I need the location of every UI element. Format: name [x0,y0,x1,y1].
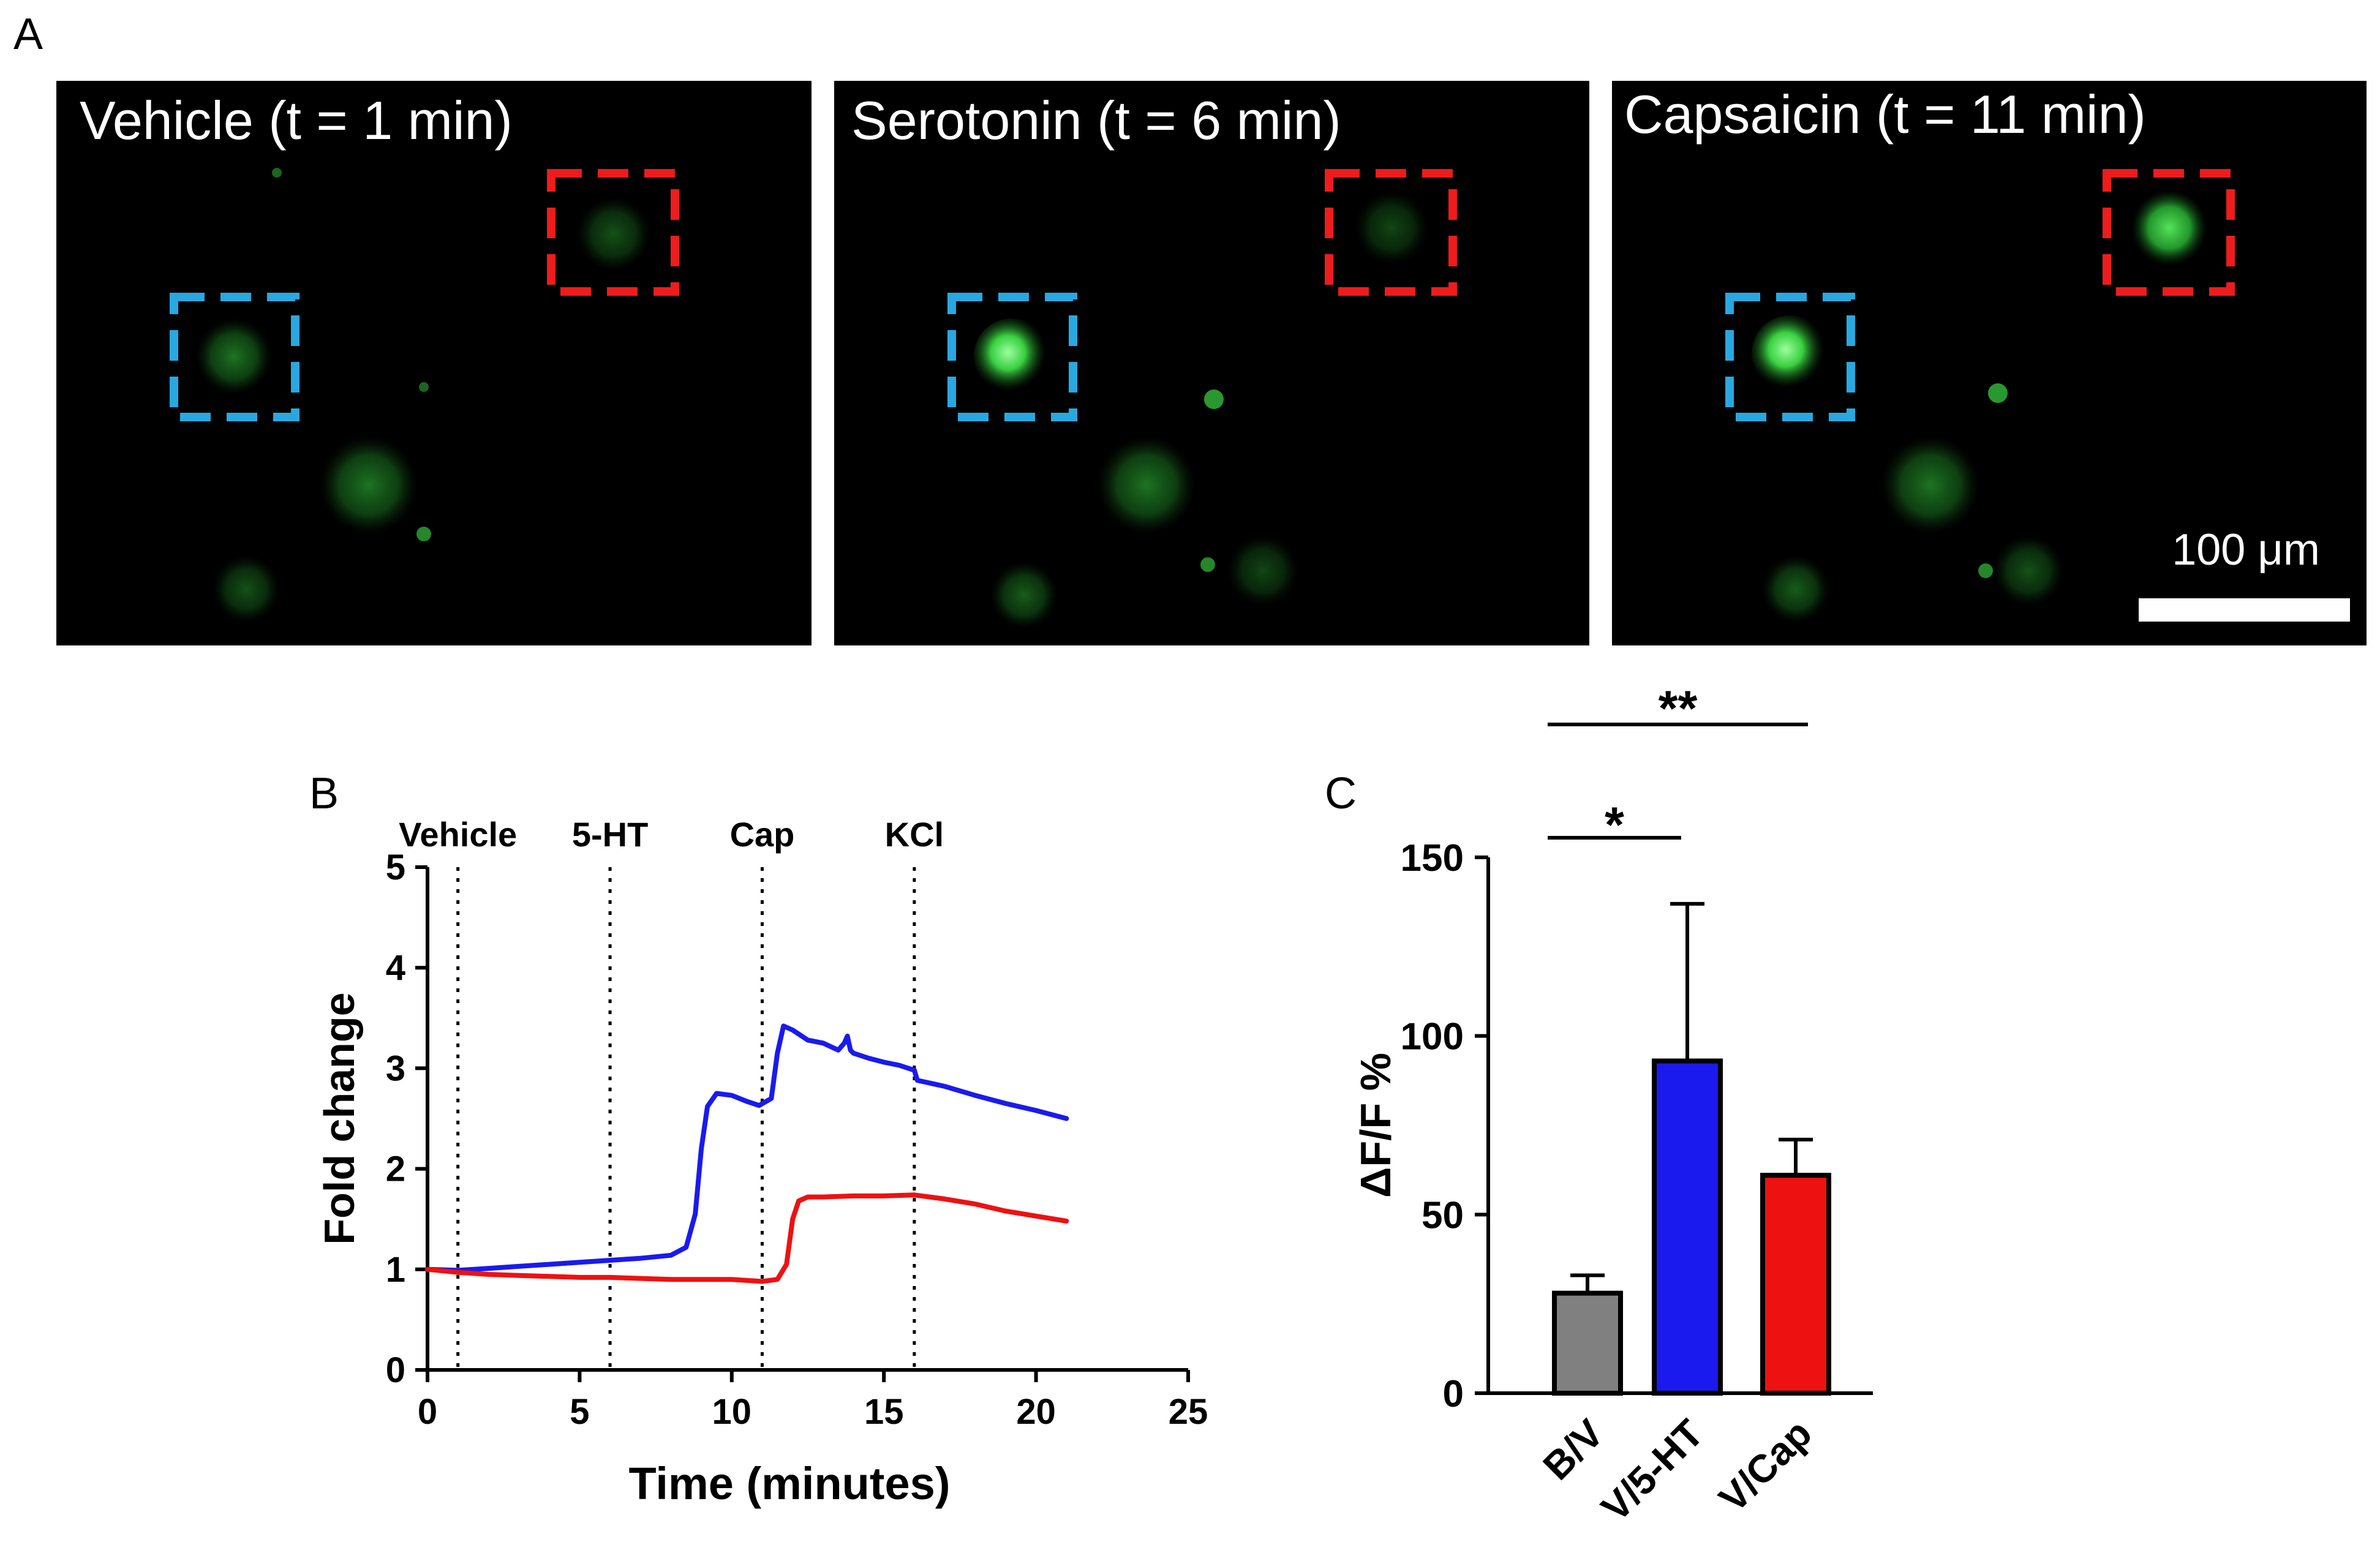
event-label: KCl [885,815,944,854]
x-tick-label: 15 [864,1392,904,1432]
x-tick-label: 20 [1016,1392,1056,1432]
event-label: Vehicle [399,815,517,854]
roi-box-red [547,169,679,296]
x-tick-label: 25 [1169,1392,1208,1432]
x-tick-label: 5 [570,1392,589,1432]
cell-debris [1204,389,1224,409]
micrograph-background [1612,81,2367,645]
cell-red-roi [1355,191,1428,265]
micrograph-background [56,81,812,645]
roi-box-red [1325,169,1457,296]
panel-label-c: C [1325,769,1357,818]
y-tick-label: 50 [1422,1194,1464,1236]
x-axis-label: Time (minutes) [629,1458,951,1509]
cell-red-roi [2131,190,2207,266]
cell-red-roi [577,197,650,271]
roi-box-blue [170,293,299,421]
roi-box-blue [1725,293,1855,421]
roi-box-blue [947,293,1077,421]
event-label: 5-HT [572,815,648,854]
x-tick-label: 10 [712,1392,752,1432]
panel-label-a: A [13,10,43,59]
bar [1760,1173,1831,1396]
cell-debris [272,168,282,178]
category-label: V/5-HT [1593,1411,1712,1530]
x-tick-label: 0 [418,1392,437,1432]
cell-right [1227,535,1298,606]
cell-blue-roi [1752,315,1828,391]
cell-bottom [213,555,280,623]
cell-debris [1988,383,2008,403]
y-tick-label: 0 [386,1350,405,1390]
significance-label: ** [1659,681,1698,737]
series-line [425,1192,1069,1284]
cell-debris [416,527,431,541]
y-tick-label: 3 [386,1048,405,1088]
y-tick-label: 5 [386,848,405,887]
significance-label: * [1605,797,1624,853]
category-label: V/Cap [1711,1411,1820,1521]
y-tick-label: 100 [1401,1016,1464,1058]
micrograph-vehicle: Vehicle (t = 1 min) [56,81,812,645]
y-axis-label: ΔF/F % [1352,1053,1399,1198]
chart-fold-change: 0 1 2 3 4 5 0 5 10 15 20 25 Time (minutes) Fold chang… [315,815,1208,1509]
cell-bottom [1762,555,1829,623]
micrograph-title: Serotonin (t = 6 min) [851,90,1341,151]
y-axis-label: Fold change [315,992,363,1244]
micrograph-title: Capsaicin (t = 11 min) [1624,84,2146,145]
cell-debris [1200,557,1215,572]
cell-debris [1978,563,1993,578]
micrograph-background [834,81,1589,645]
cell-large [320,436,418,534]
roi-box-red [2103,169,2235,296]
cell-blue-roi [196,318,272,394]
series-line [425,1023,1069,1273]
micrograph-capsaicin: Capsaicin (t = 11 min) 100 μm [1612,81,2367,645]
scale-bar [2139,598,2350,622]
y-tick-label: 150 [1401,837,1464,879]
panel-label-b: B [309,769,339,818]
category-label: B/V [1535,1411,1613,1489]
micrograph-title: Vehicle (t = 1 min) [80,90,513,151]
cell-large [1881,436,1979,534]
y-tick-label: 2 [386,1149,405,1189]
event-label: Cap [730,815,795,854]
y-tick-label: 0 [1443,1373,1464,1415]
scale-bar-label: 100 μm [2172,525,2320,574]
micrograph-serotonin: Serotonin (t = 6 min) [834,81,1589,645]
bar [1652,1058,1723,1396]
bar [1552,1290,1623,1396]
y-tick-label: 4 [386,948,405,988]
cell-blue-roi [974,318,1050,394]
cell-right [1993,535,2064,606]
y-tick-label: 1 [386,1250,405,1290]
cell-large [1098,436,1196,534]
cell-bottom [990,562,1058,629]
cell-debris [419,382,429,392]
